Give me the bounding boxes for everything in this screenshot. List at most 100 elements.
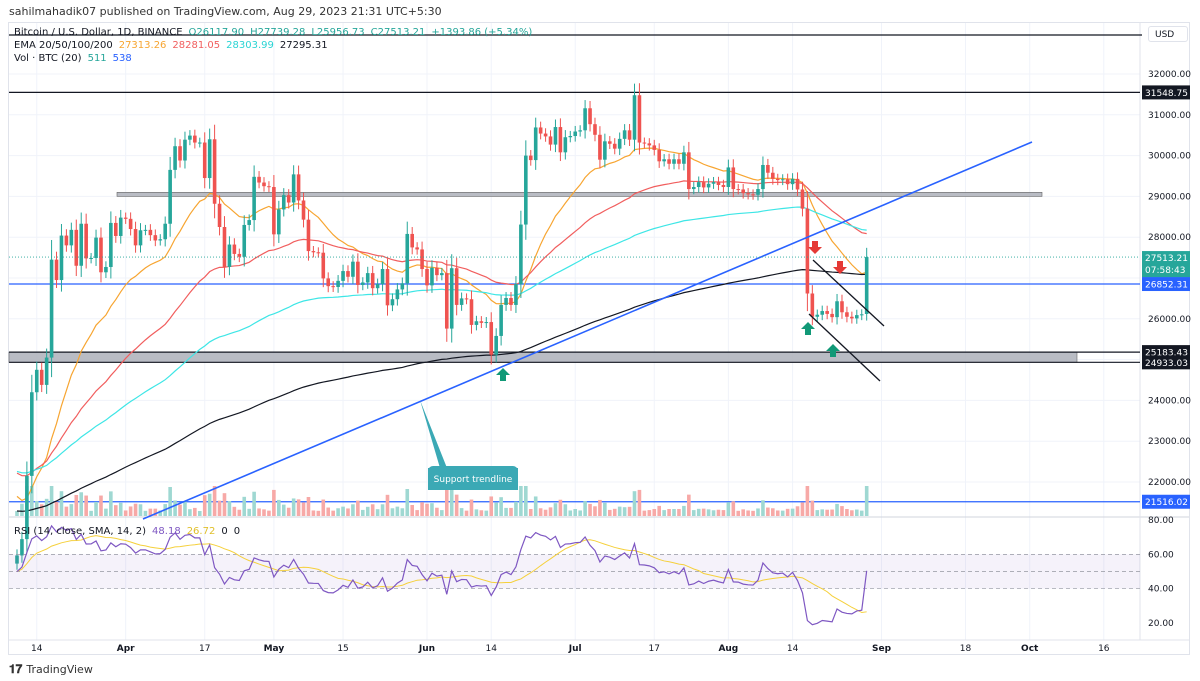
candle (79, 212, 84, 277)
candle (785, 173, 790, 190)
volume-bar (99, 495, 103, 516)
candle (193, 129, 197, 149)
volume-bar (756, 508, 760, 516)
volume-bar (830, 509, 834, 516)
volume-bar (524, 486, 528, 516)
candle (677, 153, 681, 170)
candle-body (775, 178, 780, 181)
candle-body (365, 273, 370, 283)
volume-bar (39, 504, 44, 516)
candle (637, 83, 642, 155)
rsi-value: 48.18 (152, 526, 181, 537)
candle (840, 294, 844, 319)
currency-button[interactable]: USD (1148, 26, 1188, 42)
candle (395, 283, 400, 306)
candle (123, 212, 128, 224)
volume-legend[interactable]: Vol · BTC (20) 511 538 (14, 53, 138, 64)
arrow-down-icon (808, 241, 822, 254)
candle-body (588, 108, 592, 125)
candle (281, 188, 286, 217)
volume-bar (469, 499, 474, 516)
ema100-value: 28303.99 (226, 40, 274, 51)
candle-body (15, 555, 19, 564)
candle-body (64, 235, 69, 246)
candle-body (469, 299, 474, 325)
volume-bar (380, 504, 385, 516)
candle-body (114, 222, 118, 236)
volume-bar (212, 486, 217, 516)
candle (696, 176, 701, 193)
candle (84, 213, 88, 269)
candle (553, 119, 558, 153)
vol-value: 511 (87, 53, 107, 64)
candle-body (193, 135, 197, 143)
volume-bar (94, 501, 98, 516)
candle-body (69, 229, 74, 246)
candle (795, 172, 800, 196)
candle-body (716, 182, 721, 185)
volume-bar (440, 510, 444, 516)
candle-body (410, 233, 414, 248)
candle (400, 277, 405, 296)
candle (509, 292, 513, 311)
candle (148, 224, 153, 241)
volume-bar (311, 510, 316, 516)
candle-body (188, 135, 192, 140)
candle (612, 138, 617, 155)
callout-text: Support trendline (434, 475, 513, 485)
candle (790, 173, 795, 190)
candle (212, 124, 217, 219)
vol-ma-value: 538 (112, 53, 132, 64)
volume-bar (785, 508, 790, 516)
volume-bar (59, 491, 64, 516)
candle (850, 311, 854, 324)
candle (336, 275, 340, 293)
candle (454, 257, 459, 316)
volume-bar (706, 509, 711, 516)
candle (721, 179, 726, 193)
candle (608, 136, 612, 150)
candle (657, 143, 661, 168)
candle (59, 224, 64, 292)
channel-upper-line (812, 259, 885, 327)
candle-body (291, 174, 296, 203)
candle (420, 241, 424, 277)
volume-bar (356, 500, 360, 516)
volume-bar (242, 496, 247, 516)
rsi-label: RSI (14, close, SMA, 14, 2) (14, 526, 147, 537)
volume-bar (237, 509, 242, 516)
candle-body (34, 369, 39, 393)
volume-bar (780, 510, 785, 516)
candle (89, 253, 93, 264)
candle (291, 165, 296, 212)
tradingview-logo[interactable]: 𝟏𝟕 TradingView (9, 662, 93, 677)
candle-body (568, 136, 573, 138)
vol-label: Vol · BTC (20) (14, 53, 82, 64)
candle (30, 374, 34, 494)
volume-bar (257, 508, 261, 516)
candle (247, 214, 251, 231)
candle-body (612, 143, 617, 149)
price-level-label: 25183.43 (1145, 349, 1188, 359)
price-level-label: 21516.02 (1145, 498, 1188, 508)
candle-body (528, 155, 533, 161)
symbol-legend: Bitcoin / U.S. Dollar, 1D, BINANCE O26117… (14, 27, 538, 38)
volume-bar (316, 510, 321, 516)
price-tick-label: 30000.00 (1148, 152, 1191, 162)
rsi-extra-2: 0 (233, 526, 241, 537)
candle (568, 130, 573, 143)
symbol-name[interactable]: Bitcoin / U.S. Dollar, 1D, BINANCE (14, 27, 183, 38)
candle-body (756, 189, 760, 195)
rsi-legend[interactable]: RSI (14, close, SMA, 14, 2) 48.18 26.72 0 0 (14, 526, 246, 537)
candle (726, 159, 731, 195)
candle-body (296, 174, 301, 201)
ema-legend[interactable]: EMA 20/50/100/200 27313.26 28281.05 28303.9… (14, 40, 334, 51)
last-price-label: 27513.21 (1145, 254, 1188, 264)
candle-body (232, 244, 237, 254)
volume-bar (207, 493, 212, 516)
volume-bar (281, 504, 286, 516)
candle-body (89, 258, 93, 260)
volume-bar (598, 499, 602, 516)
volume-bar (390, 508, 395, 516)
